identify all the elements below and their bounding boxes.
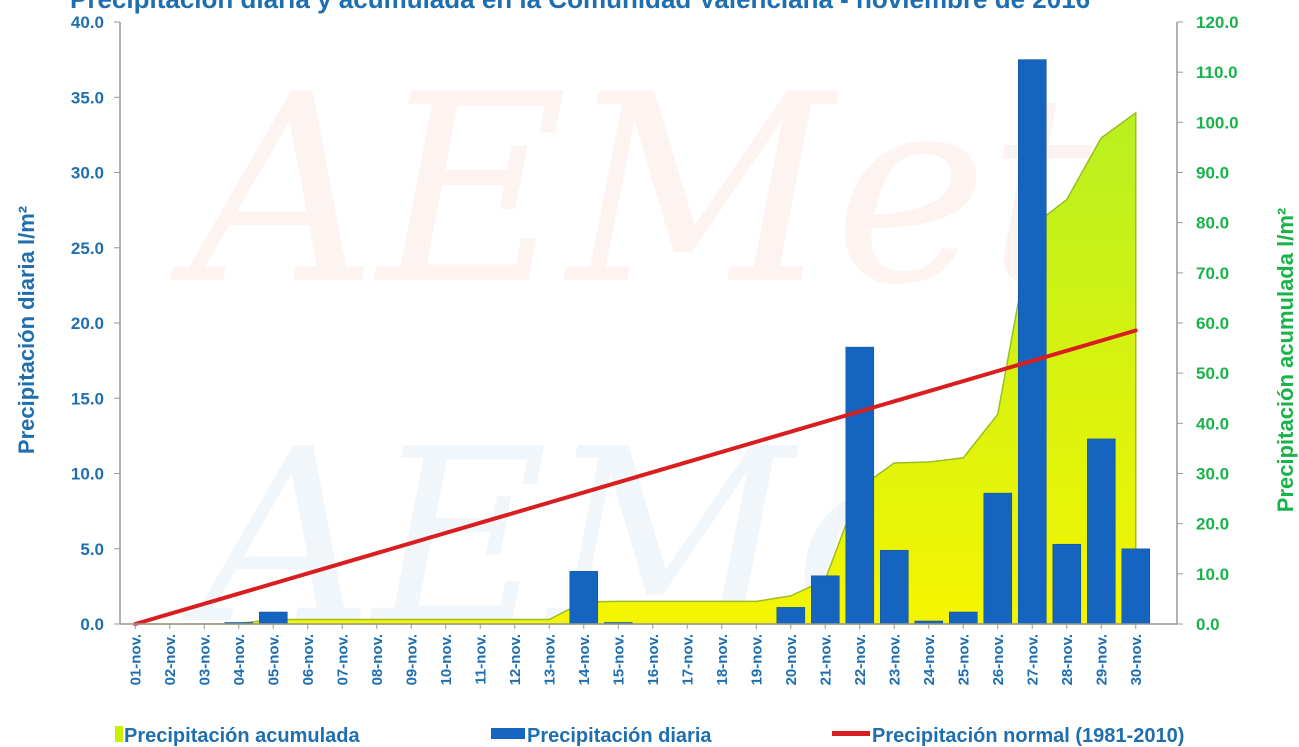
tick-label-x: 11-nov.: [472, 634, 489, 685]
tick-label-left: 0.0: [80, 615, 104, 634]
tick-label-left: 5.0: [80, 540, 104, 559]
bar-daily: [1018, 59, 1047, 625]
daily-bars-layer: [224, 59, 1151, 625]
chart-title: Precipitación diaria y acumulada en la C…: [70, 0, 1090, 14]
tick-label-left: 25.0: [71, 239, 104, 258]
tick-label-x: 23-nov.: [886, 634, 903, 685]
tick-label-x: 27-nov.: [1024, 634, 1041, 685]
tick-label-right: 30.0: [1196, 465, 1229, 484]
tick-label-x: 05-nov.: [265, 634, 282, 685]
legend-swatch-accumulated: [115, 726, 123, 742]
tick-label-left: 10.0: [71, 465, 104, 484]
tick-label-x: 22-nov.: [852, 634, 869, 685]
tick-label-right: 50.0: [1196, 364, 1229, 383]
legend: Precipitación acumulada Precipitación di…: [115, 725, 1184, 747]
tick-label-right: 80.0: [1196, 214, 1229, 233]
tick-label-right: 90.0: [1196, 164, 1229, 183]
tick-label-x: 01-nov.: [127, 634, 144, 685]
tick-label-x: 20-nov.: [783, 634, 800, 685]
bar-daily: [811, 575, 840, 625]
tick-label-right: 60.0: [1196, 314, 1229, 333]
legend-swatch-daily: [491, 728, 525, 739]
tick-label-x: 02-nov.: [162, 634, 179, 685]
legend-label-daily: Precipitación diaria: [527, 725, 712, 747]
tick-label-right: 40.0: [1196, 414, 1229, 433]
tick-label-x: 08-nov.: [369, 634, 386, 685]
bar-daily: [776, 607, 806, 625]
tick-label-x: 13-nov.: [541, 634, 558, 685]
tick-label-x: 16-nov.: [645, 634, 662, 685]
normal-line-layer: [133, 328, 1138, 626]
tick-label-left: 15.0: [71, 389, 104, 408]
bar-daily: [259, 611, 288, 625]
y-axis-label-right: Precipitación acumulada l/m²: [1273, 208, 1298, 512]
tick-label-right: 20.0: [1196, 515, 1229, 534]
legend-swatch-normal: [832, 731, 870, 736]
bar-daily: [983, 492, 1013, 625]
bar-daily: [1052, 543, 1082, 625]
tick-label-x: 03-nov.: [196, 634, 213, 685]
svg-text:AEMet: AEMet: [170, 40, 1094, 342]
legend-label-normal: Precipitación normal (1981-2010): [872, 725, 1184, 747]
tick-label-right: 120.0: [1196, 13, 1239, 32]
tick-label-x: 18-nov.: [714, 634, 731, 685]
tick-label-right: 10.0: [1196, 565, 1229, 584]
tick-label-x: 26-nov.: [990, 634, 1007, 685]
tick-label-x: 24-nov.: [921, 634, 938, 685]
legend-label-accumulated: Precipitación acumulada: [124, 725, 361, 747]
tick-label-right: 70.0: [1196, 264, 1229, 283]
tick-label-x: 10-nov.: [438, 634, 455, 685]
tick-label-x: 30-nov.: [1128, 634, 1145, 685]
bar-daily: [569, 571, 599, 625]
line-normal: [133, 328, 1138, 626]
tick-label-right: 0.0: [1196, 615, 1220, 634]
tick-label-x: 21-nov.: [817, 634, 834, 685]
tick-label-left: 40.0: [71, 13, 104, 32]
tick-label-x: 25-nov.: [955, 634, 972, 685]
tick-label-right: 100.0: [1196, 113, 1239, 132]
tick-label-x: 29-nov.: [1093, 634, 1110, 685]
tick-label-left: 20.0: [71, 314, 104, 333]
tick-label-x: 19-nov.: [748, 634, 765, 685]
tick-label-x: 06-nov.: [300, 634, 317, 685]
tick-label-x: 09-nov.: [403, 634, 420, 685]
tick-label-left: 30.0: [71, 164, 104, 183]
tick-label-right: 110.0: [1196, 63, 1238, 82]
bar-daily: [1087, 438, 1116, 625]
tick-label-x: 15-nov.: [610, 634, 627, 685]
bar-daily: [880, 550, 909, 625]
bar-daily: [1121, 548, 1151, 625]
tick-label-left: 35.0: [71, 88, 104, 107]
tick-label-x: 28-nov.: [1059, 634, 1076, 685]
y-axis-label-left: Precipitación diaria l/m²: [14, 206, 39, 454]
tick-label-x: 17-nov.: [679, 634, 696, 685]
bar-daily: [845, 346, 875, 625]
tick-label-x: 12-nov.: [507, 634, 524, 685]
bar-daily: [949, 611, 978, 625]
tick-label-x: 04-nov.: [231, 634, 248, 685]
tick-label-x: 14-nov.: [576, 634, 593, 685]
tick-label-x: 07-nov.: [334, 634, 351, 685]
tick-layer: 0.0 5.0 10.0 15.0 20.0 25.0 30.0 35.0 40.0 0.0 10.…: [71, 13, 1239, 685]
